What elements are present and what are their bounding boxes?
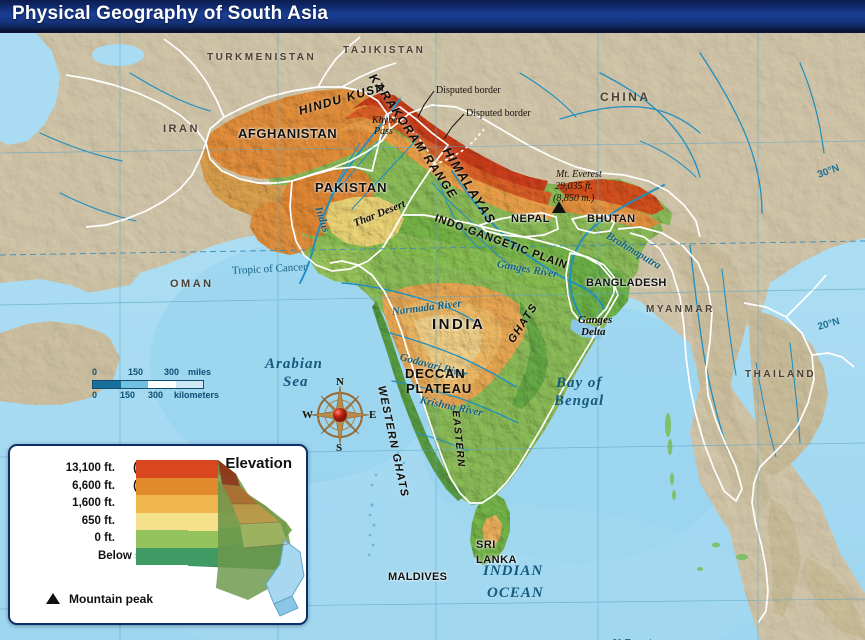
legend-row-feet: 0 ft. bbox=[94, 532, 115, 544]
triangle-icon bbox=[46, 593, 60, 604]
scale-miles-unit: miles bbox=[188, 367, 212, 377]
andaman-islands bbox=[665, 413, 676, 500]
country-borders bbox=[65, 36, 855, 624]
legend-peak-label: Mountain peak bbox=[69, 592, 154, 606]
scale-bar: 0 150 300 miles 0 150 300 kilometers bbox=[92, 367, 219, 402]
maldives-islands bbox=[367, 473, 378, 557]
compass-south: S bbox=[336, 442, 343, 454]
legend-swatch bbox=[136, 512, 188, 530]
compass-rose: N E S W bbox=[302, 376, 377, 454]
compass-west: W bbox=[302, 409, 313, 421]
legend-row-feet: 6,600 ft. bbox=[72, 479, 115, 492]
legend-block-diagram bbox=[188, 460, 305, 617]
scale-miles-tick-1: 150 bbox=[128, 367, 144, 377]
legend-swatch bbox=[136, 530, 188, 548]
legend-swatch bbox=[136, 460, 188, 478]
water-bodies bbox=[0, 33, 144, 145]
scale-miles-tick-0: 0 bbox=[92, 367, 98, 377]
scale-km-tick-1: 150 bbox=[120, 390, 136, 400]
scale-miles-row: 0 150 300 miles bbox=[92, 367, 212, 379]
legend-swatch bbox=[136, 547, 188, 565]
scale-km-tick-2: 300 bbox=[148, 390, 164, 400]
compass-east: E bbox=[369, 409, 377, 421]
legend-row-feet: 1,600 ft. bbox=[72, 497, 115, 509]
rivers bbox=[39, 52, 825, 458]
legend-mountain-peak: Mountain peak bbox=[46, 592, 153, 606]
page-title: Physical Geography of South Asia bbox=[12, 3, 329, 24]
compass-north: N bbox=[336, 376, 344, 388]
disputed-borders bbox=[391, 116, 485, 166]
elevation-legend: Elevation 13,100 ft.(4,000 m)6,600 ft.(2… bbox=[8, 444, 308, 625]
scale-bar-graphic bbox=[92, 380, 204, 389]
scale-km-unit: kilometers bbox=[174, 390, 220, 400]
legend-swatch bbox=[136, 477, 188, 495]
callout-lines bbox=[417, 90, 465, 140]
scale-km-row: 0 150 300 kilometers bbox=[92, 390, 219, 402]
legend-title: Elevation bbox=[225, 455, 292, 472]
map-graphic bbox=[0, 33, 865, 640]
scale-km-tick-0: 0 bbox=[92, 390, 98, 400]
everest-peak-marker bbox=[552, 201, 566, 213]
compass-rose-icon bbox=[310, 385, 370, 445]
scale-miles-tick-2: 300 bbox=[164, 367, 180, 377]
map-canvas[interactable]: AFGHANISTAN PAKISTAN INDIA NEPAL BHUTAN BANGL… bbox=[0, 33, 865, 640]
legend-row-feet: 650 ft. bbox=[81, 514, 115, 527]
legend-row-feet: 13,100 ft. bbox=[65, 462, 115, 474]
indochina bbox=[660, 223, 865, 640]
tropic-of-cancer-line bbox=[0, 240, 865, 256]
legend-swatches bbox=[136, 460, 188, 565]
title-bar: Physical Geography of South Asia bbox=[0, 0, 865, 33]
legend-swatch bbox=[136, 495, 188, 513]
